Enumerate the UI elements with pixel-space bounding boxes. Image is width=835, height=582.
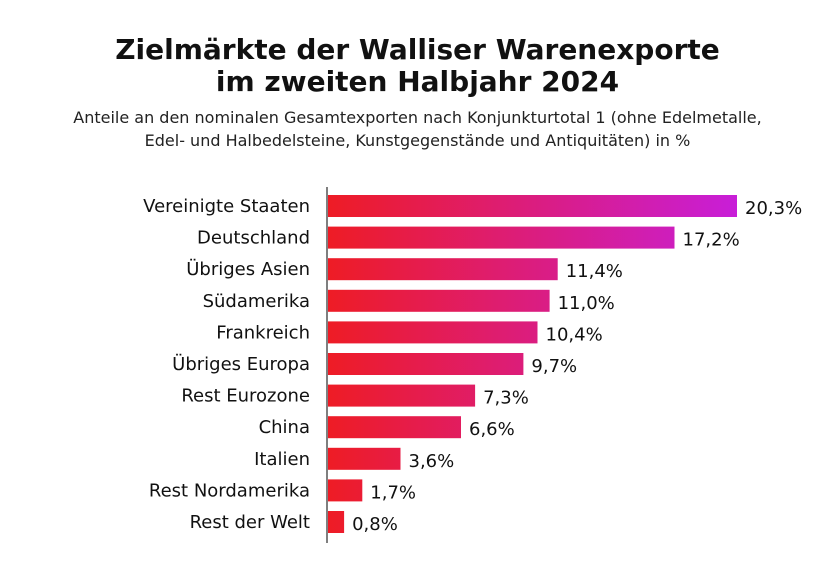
- chart-title-line-1: Zielmärkte der Walliser Warenexporte: [115, 33, 720, 66]
- category-label: Italien: [254, 449, 310, 470]
- bars-group: Vereinigte Staaten 20,3% Deutschland 17,2% Ü…: [143, 195, 802, 535]
- category-label: Rest Nordamerika: [149, 480, 310, 501]
- category-label: Übriges Europa: [172, 353, 310, 375]
- bar: [328, 384, 476, 407]
- bar: [328, 258, 558, 281]
- value-label: 3,6%: [409, 451, 455, 472]
- category-label: Frankreich: [216, 322, 310, 343]
- value-label: 6,6%: [469, 419, 515, 440]
- category-label: Übriges Asien: [186, 258, 310, 280]
- chart-title: Zielmärkte der Walliser Warenexporte im …: [0, 34, 835, 98]
- category-label: Deutschland: [197, 228, 310, 249]
- category-label: China: [259, 417, 310, 438]
- value-label: 20,3%: [745, 198, 802, 219]
- bar: [328, 416, 461, 439]
- chart-title-line-2: im zweiten Halbjahr 2024: [215, 65, 620, 98]
- bar: [328, 289, 550, 312]
- bar: [328, 226, 675, 249]
- value-label: 1,7%: [370, 482, 416, 503]
- category-label: Südamerika: [203, 291, 310, 312]
- bar: [328, 195, 737, 217]
- category-label: Rest Eurozone: [181, 386, 310, 407]
- value-label: 7,3%: [483, 388, 529, 409]
- chart-subtitle-line-1: Anteile an den nominalen Gesamtexporten …: [73, 108, 762, 127]
- bar: [328, 511, 345, 533]
- value-label: 17,2%: [683, 230, 740, 251]
- bar: [328, 479, 363, 502]
- value-label: 11,0%: [558, 293, 615, 314]
- bar: [328, 353, 524, 375]
- value-label: 11,4%: [566, 261, 623, 282]
- chart-subtitle: Anteile an den nominalen Gesamtexporten …: [0, 106, 835, 152]
- bar: [328, 447, 401, 470]
- category-label: Vereinigte Staaten: [143, 196, 310, 217]
- chart-subtitle-line-2: Edel- und Halbedelsteine, Kunstgegenstän…: [144, 131, 691, 150]
- value-label: 9,7%: [531, 356, 577, 377]
- category-label: Rest der Welt: [190, 512, 310, 533]
- bar: [328, 321, 538, 344]
- value-label: 10,4%: [546, 324, 603, 345]
- value-label: 0,8%: [352, 514, 398, 535]
